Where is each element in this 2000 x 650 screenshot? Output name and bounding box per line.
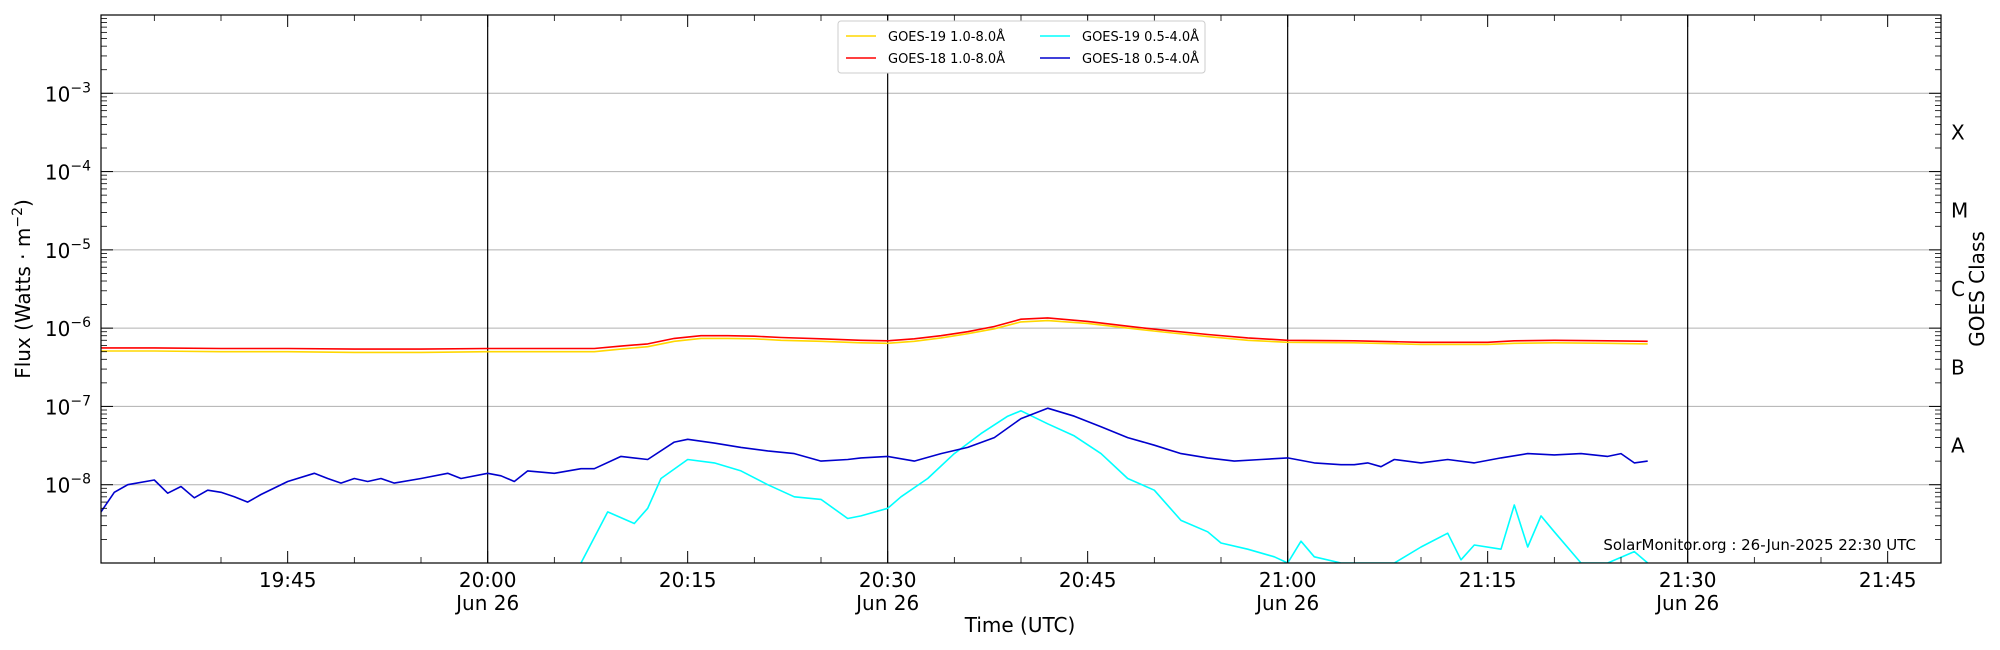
x-tick-sublabel: Jun 26: [854, 591, 919, 615]
y-tick-label: 10−4: [45, 159, 91, 185]
y-tick-label: 10−8: [45, 472, 91, 498]
y-tick-label: 10−6: [45, 315, 91, 341]
x-tick-label: 20:45: [1059, 568, 1117, 592]
y2-axis-title: GOES Class: [1965, 231, 1989, 347]
x-tick-label: 20:00: [459, 568, 517, 592]
y-tick-label: 10−7: [45, 393, 91, 419]
x-tick-sublabel: Jun 26: [1254, 591, 1319, 615]
x-tick-label: 19:45: [259, 568, 317, 592]
y-axis-title: Flux (Watts · m−2): [10, 199, 35, 379]
x-tick-label: 21:00: [1259, 568, 1317, 592]
x-tick-label: 20:15: [659, 568, 717, 592]
legend-entry-label: GOES-18 1.0-8.0Å: [888, 51, 1005, 67]
day-boundary-lines: [487, 15, 1689, 563]
goes-class-label: A: [1951, 434, 1965, 458]
legend-box: [837, 20, 1206, 74]
legend-entry-label: GOES-19 1.0-8.0Å: [888, 29, 1005, 45]
series-line-goes-18-1-0-8-0-: [101, 317, 1648, 350]
axis-ticks: [101, 15, 1941, 563]
x-tick-sublabel: Jun 26: [454, 591, 519, 615]
x-tick-label: 20:30: [859, 568, 917, 592]
series-lines: [101, 317, 1649, 563]
goes-class-label: C: [1951, 277, 1965, 301]
x-tick-label: 21:30: [1659, 568, 1717, 592]
series-line-goes-19-1-0-8-0-: [101, 319, 1648, 354]
y-tick-label: 10−3: [45, 80, 91, 106]
x-tick-label: 21:15: [1459, 568, 1517, 592]
y-tick-labels: 10−8 10−7 10−6 10−5 10−4 10−3: [45, 80, 91, 497]
x-tick-label: 21:45: [1859, 568, 1917, 592]
goes-class-label: X: [1951, 120, 1965, 144]
legend-entry-label: GOES-18 0.5-4.0Å: [1082, 51, 1199, 67]
series-line-goes-18-0-5-4-0-: [101, 407, 1648, 513]
x-axis-title: Time (UTC): [964, 613, 1076, 637]
y-tick-label: 10−5: [45, 237, 91, 263]
x-tick-sublabel: Jun 26: [1654, 591, 1719, 615]
legend: GOES-19 1.0-8.0Å GOES-18 1.0-8.0Å GOES-19 …: [837, 20, 1206, 74]
goes-class-label: M: [1951, 199, 1968, 223]
goes-class-labels: A B C M X: [1951, 120, 1968, 457]
watermark: SolarMonitor.org : 26-Jun-2025 22:30 UTC: [1603, 536, 1916, 554]
goes-class-label: B: [1951, 355, 1965, 379]
horizontal-grid: [101, 92, 1941, 486]
legend-entry-label: GOES-19 0.5-4.0Å: [1082, 29, 1199, 45]
series-line-goes-19-0-5-4-0-: [580, 410, 1649, 563]
